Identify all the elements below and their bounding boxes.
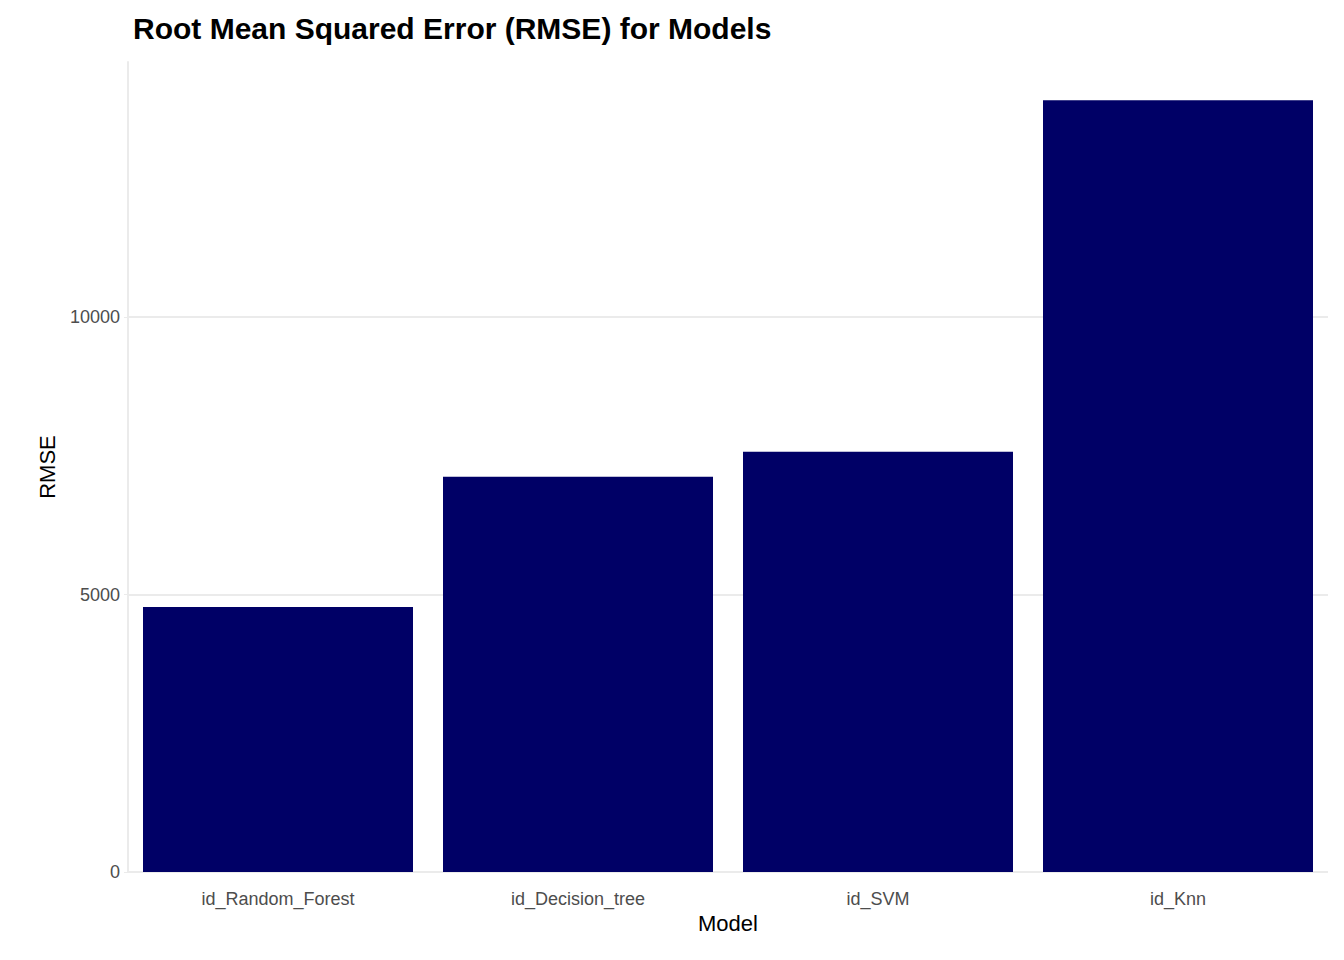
svg-text:Model: Model xyxy=(698,911,758,936)
svg-text:id_Random_Forest: id_Random_Forest xyxy=(201,889,354,910)
svg-text:Root Mean Squared Error (RMSE): Root Mean Squared Error (RMSE) for Model… xyxy=(133,12,771,45)
svg-text:5000: 5000 xyxy=(80,585,120,605)
svg-text:id_Decision_tree: id_Decision_tree xyxy=(511,889,645,910)
svg-text:id_SVM: id_SVM xyxy=(846,889,909,910)
svg-text:RMSE: RMSE xyxy=(35,435,60,499)
svg-text:10000: 10000 xyxy=(70,307,120,327)
svg-text:0: 0 xyxy=(110,862,120,882)
svg-text:id_Knn: id_Knn xyxy=(1150,889,1206,910)
